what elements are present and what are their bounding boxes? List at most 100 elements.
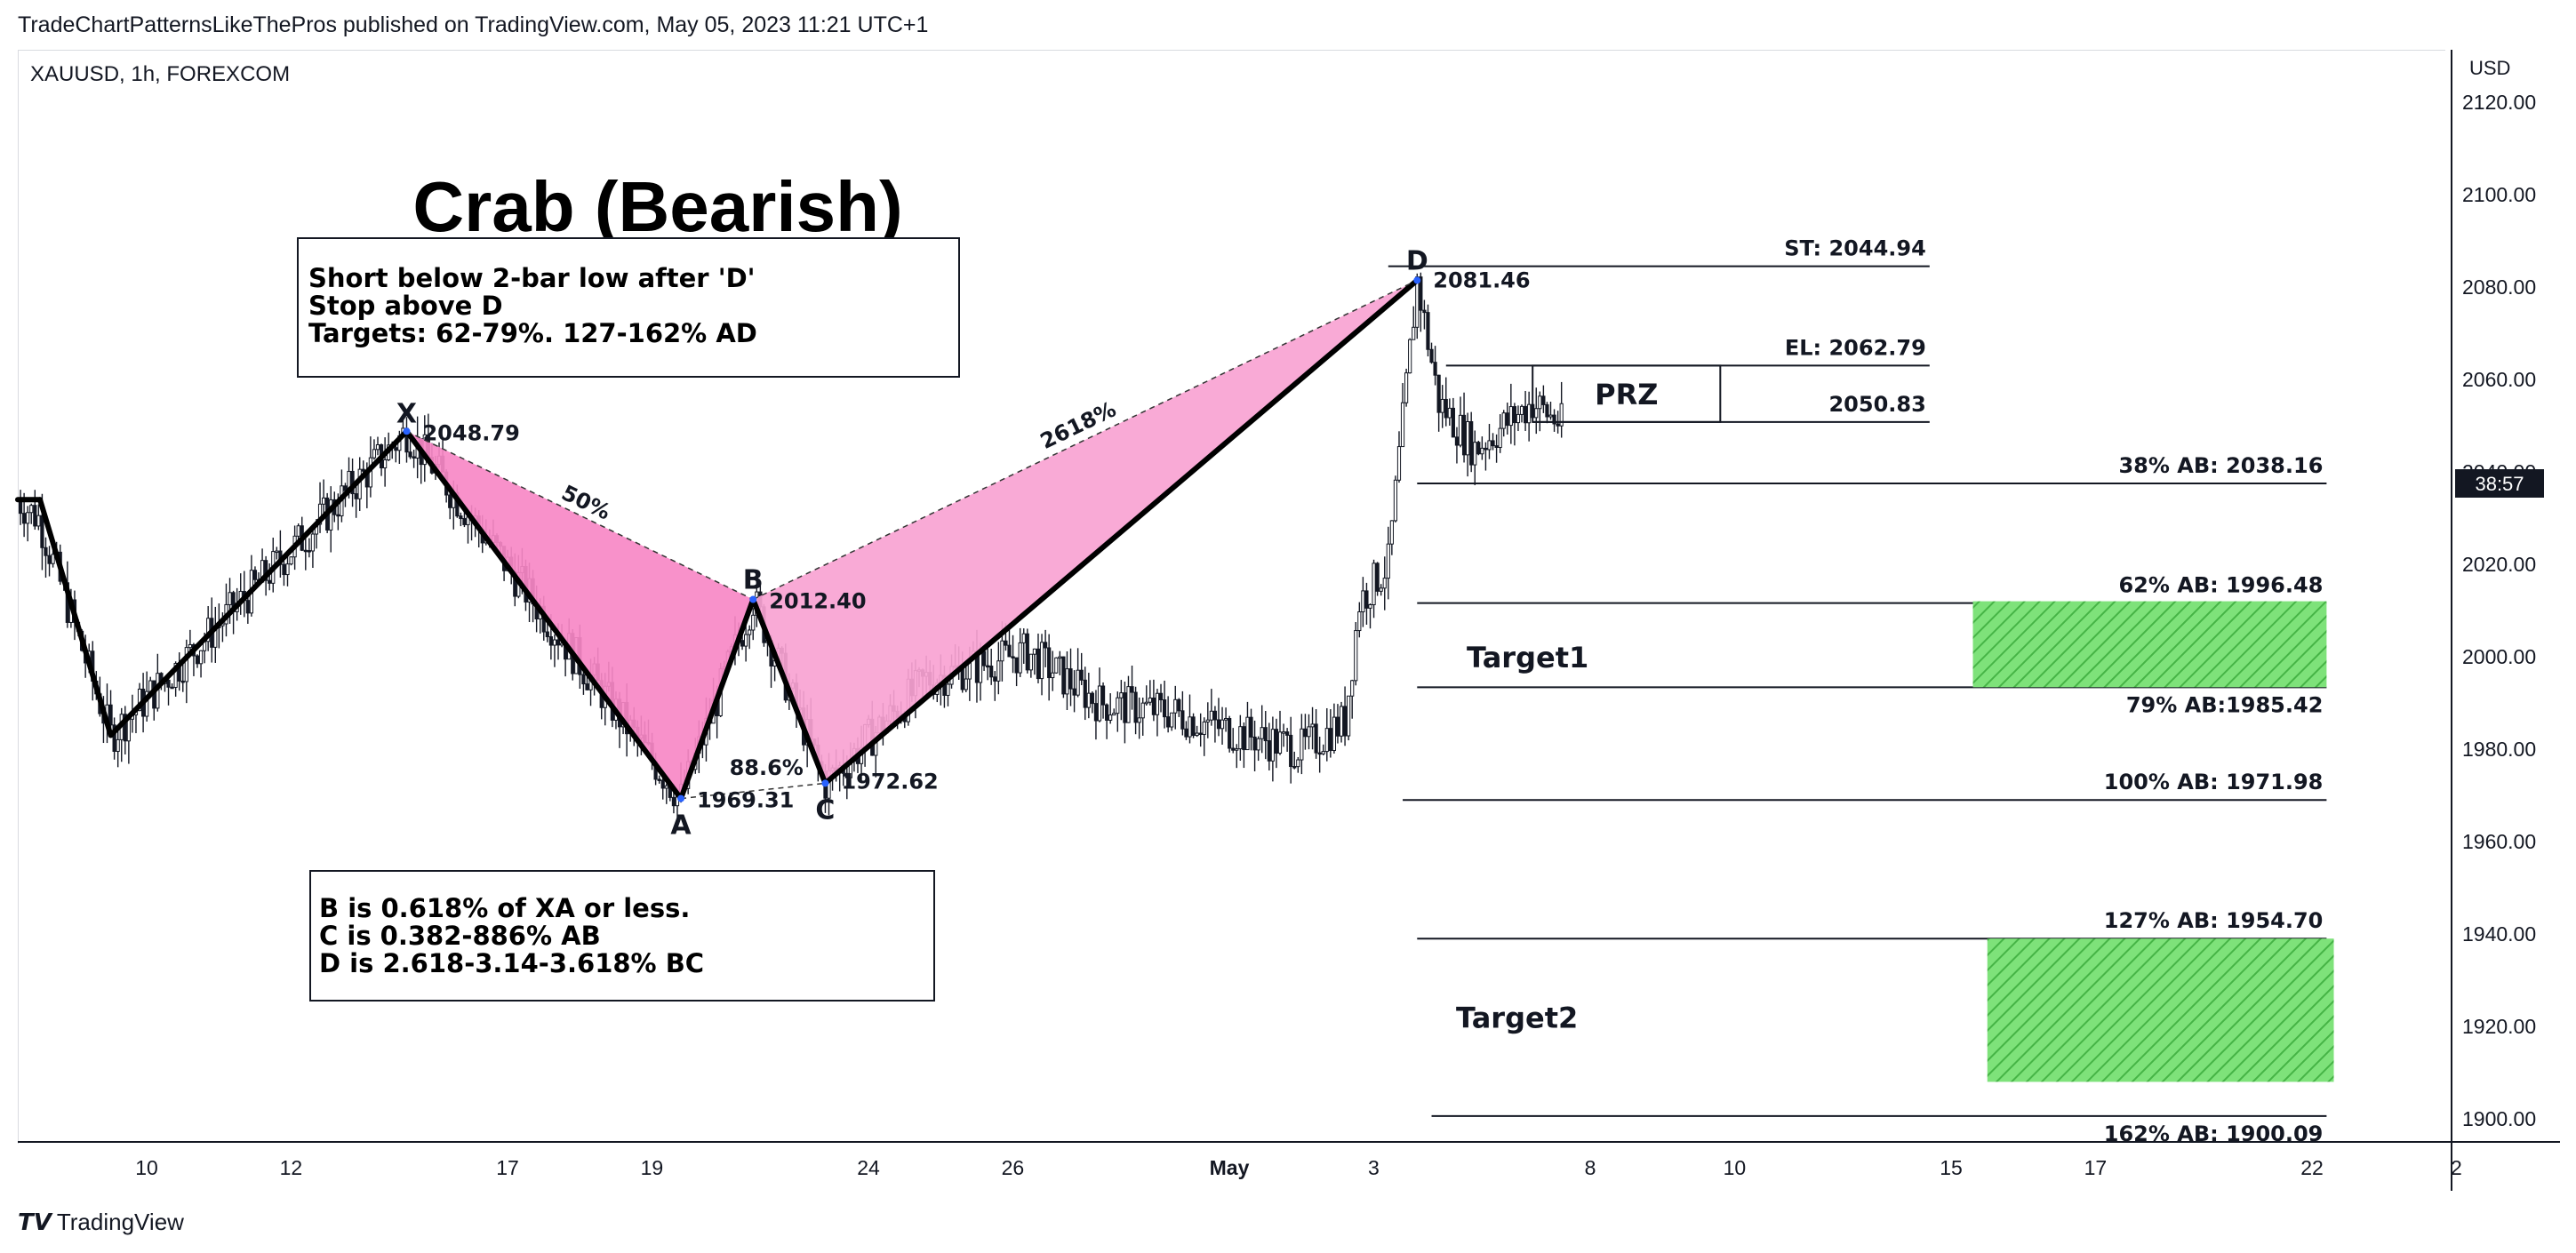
- candle-body: [1332, 716, 1337, 752]
- x-tick-label: 10: [135, 1156, 158, 1179]
- y-tick-label: 1960.00: [2462, 830, 2536, 853]
- tradingview-brand[interactable]: 𝙏𝙑 TradingView: [18, 1209, 184, 1236]
- candle-body: [1051, 672, 1055, 679]
- candle-body: [1400, 402, 1405, 448]
- point-price: 2012.40: [769, 589, 866, 614]
- pattern-leg: [37, 497, 114, 738]
- candle-body: [329, 499, 333, 531]
- candle-body: [989, 666, 994, 678]
- x-tick-label: 2: [2451, 1156, 2462, 1179]
- candle-body: [1339, 706, 1344, 737]
- candle-body: [412, 456, 416, 459]
- candle-body: [1007, 644, 1012, 658]
- level-label: 127% AB: 1954.70: [2104, 908, 2324, 933]
- level-label: EL: 2062.79: [1785, 335, 1926, 360]
- ac-ratio-label: 88.6%: [730, 755, 804, 780]
- candle-body: [1000, 640, 1004, 662]
- candle-body: [1076, 669, 1080, 696]
- candle-body: [751, 614, 756, 631]
- candle-body: [33, 505, 37, 527]
- candle-body: [195, 655, 200, 665]
- price-tag-label: 38:57: [2475, 473, 2524, 495]
- candle-body: [1072, 688, 1076, 696]
- candle-body: [1173, 698, 1178, 714]
- candle-body: [1393, 479, 1398, 522]
- candle-body: [228, 592, 232, 605]
- pattern-point: [749, 595, 757, 603]
- pattern-point: [1413, 276, 1421, 284]
- candle-body: [1494, 445, 1499, 449]
- candle-body: [993, 676, 997, 682]
- candle-body: [116, 738, 120, 753]
- candle-body: [1466, 421, 1470, 456]
- candle-body: [145, 690, 149, 717]
- harmonic-pattern: [15, 276, 1421, 802]
- candle-body: [1058, 656, 1062, 659]
- level-label: ST: 2044.94: [1784, 236, 1926, 261]
- candle-body: [1527, 403, 1532, 424]
- candle-body: [1357, 611, 1362, 632]
- candle-body: [1065, 668, 1069, 695]
- y-tick-label: 2120.00: [2462, 91, 2536, 114]
- candle-body: [740, 640, 745, 647]
- candle-body: [1170, 712, 1174, 728]
- point-price: 2081.46: [1433, 267, 1530, 292]
- candle-body: [664, 785, 668, 789]
- candle-body: [1112, 713, 1116, 716]
- candle-body: [22, 513, 27, 524]
- candle-body: [581, 674, 586, 685]
- pattern-title: Crab (Bearish): [412, 167, 902, 246]
- pattern-leg: [750, 596, 828, 786]
- candle-body: [946, 683, 950, 696]
- candle-body: [375, 443, 380, 451]
- candle-body: [180, 680, 185, 683]
- note-bottom-line: D is 2.618-3.14-3.618% BC: [319, 948, 704, 978]
- x-tick-label: 3: [1368, 1156, 1380, 1179]
- candle-body: [1321, 751, 1325, 754]
- candle-body: [1119, 692, 1124, 698]
- bcd-triangle: [753, 280, 1418, 784]
- candle-body: [1205, 719, 1210, 722]
- level-label: 100% AB: 1971.98: [2104, 770, 2324, 794]
- candle-body: [317, 503, 323, 525]
- candle-body: [448, 494, 452, 508]
- y-tick-label: 2060.00: [2462, 368, 2536, 391]
- candle-body: [1386, 543, 1390, 579]
- candle-body: [137, 688, 142, 712]
- target-zone: [1972, 601, 2327, 688]
- candle-body: [1086, 692, 1091, 708]
- publisher-line: TradeChartPatternsLikeThePros published …: [18, 12, 929, 37]
- candle-body: [1296, 759, 1300, 768]
- candle-body: [1379, 587, 1383, 592]
- candle-body: [1487, 440, 1492, 451]
- candle-body: [1512, 406, 1517, 424]
- candle-body: [1090, 692, 1094, 705]
- candle-body: [1188, 716, 1192, 738]
- pattern-leg: [108, 428, 410, 738]
- candle-body: [1133, 691, 1138, 723]
- candle-body: [112, 724, 116, 753]
- y-tick-label: 2080.00: [2462, 275, 2536, 299]
- level-label: 38% AB: 2038.16: [2118, 453, 2323, 478]
- candle-body: [1231, 747, 1236, 751]
- candle-body: [1523, 405, 1528, 424]
- candle-body: [1151, 697, 1156, 715]
- candle-body: [1285, 731, 1290, 736]
- candle-body: [1516, 413, 1521, 424]
- candle-body: [206, 618, 211, 642]
- candle-body: [1270, 729, 1275, 762]
- candle-body: [1368, 604, 1372, 609]
- candle-body: [1350, 680, 1355, 697]
- candle-body: [1480, 447, 1484, 455]
- candle-body: [1429, 348, 1434, 363]
- candle-body: [1220, 719, 1225, 730]
- candle-body: [1444, 398, 1448, 419]
- candle-body: [657, 778, 661, 781]
- candle-body: [556, 639, 561, 646]
- candle-body: [1039, 642, 1044, 680]
- y-tick-label: 1980.00: [2462, 738, 2536, 761]
- candle-body: [1162, 699, 1167, 718]
- candle-body: [1216, 719, 1221, 730]
- candle-body: [408, 451, 412, 458]
